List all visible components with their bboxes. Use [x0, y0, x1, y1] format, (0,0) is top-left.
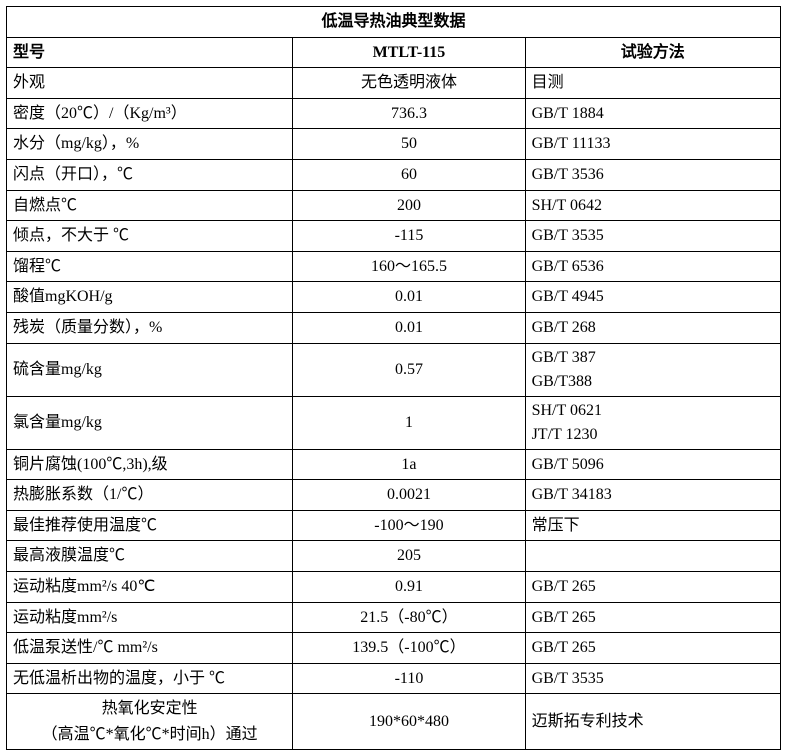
row-method: GB/T 387GB/T388: [525, 343, 780, 396]
row-method: SH/T 0642: [525, 190, 780, 221]
table-row: 残炭（质量分数），%0.01GB/T 268: [7, 312, 781, 343]
row-label: 水分（mg/kg），%: [7, 129, 293, 160]
row-label: 密度（20℃）/（Kg/m³）: [7, 98, 293, 129]
row-value: 1a: [293, 449, 525, 480]
row-method: GB/T 1884: [525, 98, 780, 129]
row-label: 酸值mgKOH/g: [7, 282, 293, 313]
row-value: 无色透明液体: [293, 68, 525, 99]
row-value: 0.01: [293, 312, 525, 343]
table-row: 闪点（开口），℃60GB/T 3536: [7, 159, 781, 190]
row-label: 自燃点℃: [7, 190, 293, 221]
table-row: 外观无色透明液体目测: [7, 68, 781, 99]
row-label: 运动粘度mm²/s: [7, 602, 293, 633]
row-method: GB/T 3535: [525, 663, 780, 694]
row-label: 馏程℃: [7, 251, 293, 282]
row-method: [525, 541, 780, 572]
table-row: 密度（20℃）/（Kg/m³）736.3GB/T 1884: [7, 98, 781, 129]
row-method: SH/T 0621JT/T 1230: [525, 396, 780, 449]
row-method: GB/T 265: [525, 571, 780, 602]
table-row: 最佳推荐使用温度℃-100～190常压下: [7, 510, 781, 541]
row-value: 50: [293, 129, 525, 160]
row-value: 0.01: [293, 282, 525, 313]
table-row: 无低温析出物的温度，小于 ℃-110GB/T 3535: [7, 663, 781, 694]
row-label: 倾点，不大于 ℃: [7, 221, 293, 252]
row-method: GB/T 4945: [525, 282, 780, 313]
table-row: 倾点，不大于 ℃-115GB/T 3535: [7, 221, 781, 252]
table-row: 自燃点℃200SH/T 0642: [7, 190, 781, 221]
table-row: 热膨胀系数（1/℃）0.0021GB/T 34183: [7, 480, 781, 511]
row-label: 运动粘度mm²/s 40℃: [7, 571, 293, 602]
row-value: 60: [293, 159, 525, 190]
row-method: GB/T 268: [525, 312, 780, 343]
row-label: 铜片腐蚀(100℃,3h),级: [7, 449, 293, 480]
row-value: 190*60*480: [293, 694, 525, 750]
row-value: 160～165.5: [293, 251, 525, 282]
row-method: GB/T 3535: [525, 221, 780, 252]
row-value: 21.5（-80℃）: [293, 602, 525, 633]
row-value: -100～190: [293, 510, 525, 541]
table-row: 水分（mg/kg），%50GB/T 11133: [7, 129, 781, 160]
row-value: 0.91: [293, 571, 525, 602]
spec-table: 低温导热油典型数据 型号 MTLT-115 试验方法 外观无色透明液体目测密度（…: [6, 6, 781, 750]
row-label: 最高液膜温度℃: [7, 541, 293, 572]
table-row: 最高液膜温度℃205: [7, 541, 781, 572]
row-label: 硫含量mg/kg: [7, 343, 293, 396]
table-row: 馏程℃160～165.5GB/T 6536: [7, 251, 781, 282]
header-method: 试验方法: [525, 37, 780, 68]
table-row: 氯含量mg/kg1SH/T 0621JT/T 1230: [7, 396, 781, 449]
header-label: 型号: [7, 37, 293, 68]
row-method: 目测: [525, 68, 780, 99]
row-value: -110: [293, 663, 525, 694]
table-title: 低温导热油典型数据: [7, 7, 781, 38]
row-value: 200: [293, 190, 525, 221]
table-row: 铜片腐蚀(100℃,3h),级1aGB/T 5096: [7, 449, 781, 480]
row-value: 205: [293, 541, 525, 572]
table-row: 运动粘度mm²/s 40℃0.91GB/T 265: [7, 571, 781, 602]
table-row: 酸值mgKOH/g0.01GB/T 4945: [7, 282, 781, 313]
row-label: 最佳推荐使用温度℃: [7, 510, 293, 541]
row-method: 常压下: [525, 510, 780, 541]
row-label: 热膨胀系数（1/℃）: [7, 480, 293, 511]
header-row: 型号 MTLT-115 试验方法: [7, 37, 781, 68]
title-row: 低温导热油典型数据: [7, 7, 781, 38]
row-method: GB/T 265: [525, 602, 780, 633]
row-method: GB/T 5096: [525, 449, 780, 480]
row-method: GB/T 11133: [525, 129, 780, 160]
table-row: 硫含量mg/kg0.57GB/T 387GB/T388: [7, 343, 781, 396]
row-label: 残炭（质量分数），%: [7, 312, 293, 343]
row-method: GB/T 34183: [525, 480, 780, 511]
row-value: 1: [293, 396, 525, 449]
table-row: 热氧化安定性（高温℃*氧化℃*时间h）通过190*60*480迈斯拓专利技术: [7, 694, 781, 750]
row-value: 0.0021: [293, 480, 525, 511]
row-label: 热氧化安定性（高温℃*氧化℃*时间h）通过: [7, 694, 293, 750]
row-label: 闪点（开口），℃: [7, 159, 293, 190]
header-value: MTLT-115: [293, 37, 525, 68]
row-label: 外观: [7, 68, 293, 99]
row-method: 迈斯拓专利技术: [525, 694, 780, 750]
table-row: 运动粘度mm²/s21.5（-80℃）GB/T 265: [7, 602, 781, 633]
row-value: 0.57: [293, 343, 525, 396]
row-method: GB/T 6536: [525, 251, 780, 282]
row-method: GB/T 3536: [525, 159, 780, 190]
row-value: 736.3: [293, 98, 525, 129]
row-label: 无低温析出物的温度，小于 ℃: [7, 663, 293, 694]
row-label: 氯含量mg/kg: [7, 396, 293, 449]
row-value: -115: [293, 221, 525, 252]
